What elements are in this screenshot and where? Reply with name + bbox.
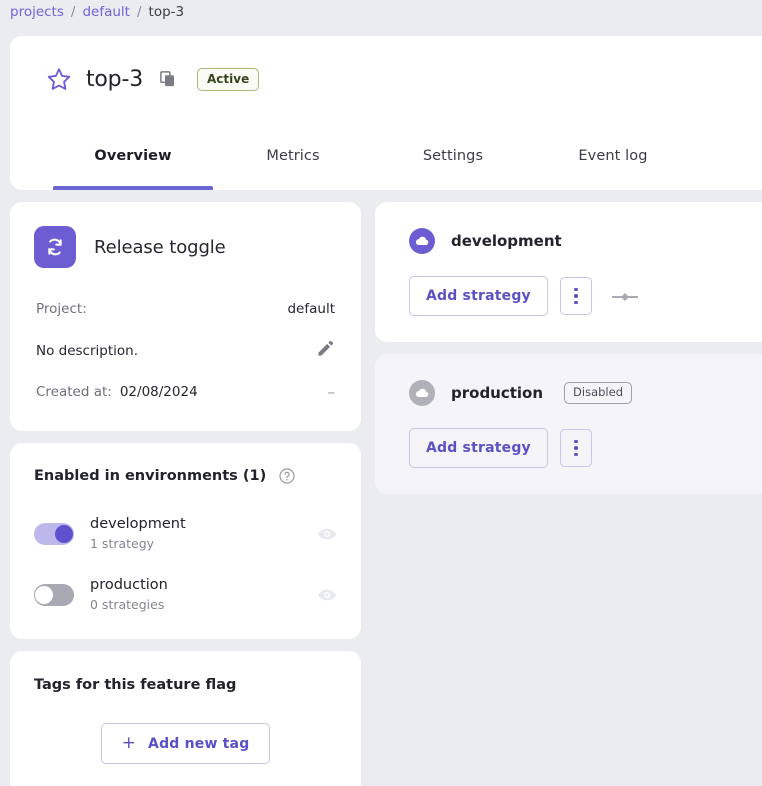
question-circle-icon[interactable] xyxy=(278,467,296,485)
dash-icon: – xyxy=(327,382,336,401)
release-toggle-header: Release toggle xyxy=(34,226,337,268)
environment-name: development xyxy=(90,516,186,532)
kebab-menu-icon[interactable] xyxy=(559,429,592,467)
toggle-production[interactable] xyxy=(34,583,74,606)
active-tab-indicator xyxy=(53,186,213,190)
environment-texts: development 1 strategy xyxy=(90,515,301,552)
breadcrumb: projects / default / top-3 xyxy=(0,0,762,24)
status-badge: Active xyxy=(197,67,260,91)
header-title-row: top-3 Active xyxy=(10,36,762,122)
breadcrumb-item-projects[interactable]: projects xyxy=(10,4,64,20)
kebab-dots xyxy=(574,438,578,458)
environment-row-production: production 0 strategies xyxy=(34,568,337,621)
panel-environment-name: development xyxy=(451,232,562,250)
panel-environment-name: production xyxy=(451,384,544,402)
cloud-icon xyxy=(409,380,435,406)
created-at-group: Created at: 02/08/2024 xyxy=(36,384,198,400)
pencil-icon[interactable] xyxy=(316,339,335,362)
right-column: development Add strategy xyxy=(375,202,762,506)
environments-title: Enabled in environments (1) xyxy=(34,468,267,484)
environment-name: production xyxy=(90,577,168,594)
release-toggle-card: Release toggle Project: default No descr… xyxy=(10,202,361,431)
add-strategy-button[interactable]: Add strategy xyxy=(409,276,548,316)
panel-actions: Add strategy xyxy=(409,276,762,316)
description-text: No description. xyxy=(36,342,139,359)
feature-flag-header-card: top-3 Active Overview Metrics Settings E… xyxy=(10,36,762,190)
kebab-dot xyxy=(574,446,578,450)
eye-icon[interactable] xyxy=(317,524,337,544)
environments-header: Enabled in environments (1) xyxy=(34,467,337,485)
panel-header: development xyxy=(409,228,762,254)
toggle-knob xyxy=(55,524,73,543)
environment-strategy-count: 0 strategies xyxy=(90,596,165,612)
panel-actions: Add strategy xyxy=(409,428,762,468)
breadcrumb-separator: / xyxy=(136,4,142,20)
page-title: top-3 xyxy=(86,66,143,92)
description-row: No description. xyxy=(34,328,337,373)
kebab-dot xyxy=(574,300,578,305)
project-row: Project: default xyxy=(34,290,337,328)
add-strategy-button[interactable]: Add strategy xyxy=(409,428,548,468)
created-at-label: Created at: xyxy=(36,384,112,400)
kebab-dot xyxy=(574,452,578,457)
enabled-environments-card: Enabled in environments (1) development … xyxy=(10,443,361,640)
release-toggle-title: Release toggle xyxy=(94,236,226,258)
eye-icon[interactable] xyxy=(317,585,337,605)
toggle-development[interactable] xyxy=(34,522,74,545)
breadcrumb-separator: / xyxy=(70,4,76,20)
kebab-dot xyxy=(574,294,578,298)
tab-metrics[interactable]: Metrics xyxy=(266,148,320,164)
breadcrumb-item-default[interactable]: default xyxy=(82,4,130,20)
project-label: Project: xyxy=(36,301,87,317)
add-new-tag-button[interactable]: + Add new tag xyxy=(100,723,271,765)
tab-settings[interactable]: Settings xyxy=(422,148,484,164)
strategy-connector-icon xyxy=(610,289,640,303)
environment-panel-development: development Add strategy xyxy=(375,202,762,342)
created-at-row: Created at: 02/08/2024 – xyxy=(34,373,337,411)
kebab-dots xyxy=(574,286,578,306)
sync-arrows-icon xyxy=(34,226,76,268)
toggle-knob xyxy=(35,585,53,604)
add-tag-wrapper: + Add new tag xyxy=(34,723,337,765)
environment-row-development: development 1 strategy xyxy=(34,507,337,560)
tab-event-log[interactable]: Event log xyxy=(578,148,648,164)
tab-bar: Overview Metrics Settings Event log xyxy=(10,122,762,190)
breadcrumb-item-current: top-3 xyxy=(148,4,185,20)
environment-strategy-count: 1 strategy xyxy=(90,535,155,551)
environment-texts: production 0 strategies xyxy=(90,576,301,613)
left-column: Release toggle Project: default No descr… xyxy=(10,202,361,786)
tags-title: Tags for this feature flag xyxy=(34,677,237,694)
kebab-menu-icon[interactable] xyxy=(559,277,592,315)
created-at-value: 02/08/2024 xyxy=(119,384,198,400)
cloud-icon xyxy=(409,228,435,254)
plus-icon: + xyxy=(121,733,137,754)
add-new-tag-label: Add new tag xyxy=(148,735,250,752)
panel-status-badge: Disabled xyxy=(564,381,633,405)
star-icon[interactable] xyxy=(46,66,72,92)
project-value: default xyxy=(287,301,335,317)
kebab-dot xyxy=(574,287,578,292)
kebab-dot xyxy=(574,439,578,444)
panel-header: production Disabled xyxy=(409,380,762,406)
tags-card: Tags for this feature flag + Add new tag xyxy=(10,651,361,786)
tab-overview[interactable]: Overview xyxy=(94,148,172,164)
copy-icon[interactable] xyxy=(159,70,177,88)
environment-panel-production: production Disabled Add strategy xyxy=(375,354,762,494)
